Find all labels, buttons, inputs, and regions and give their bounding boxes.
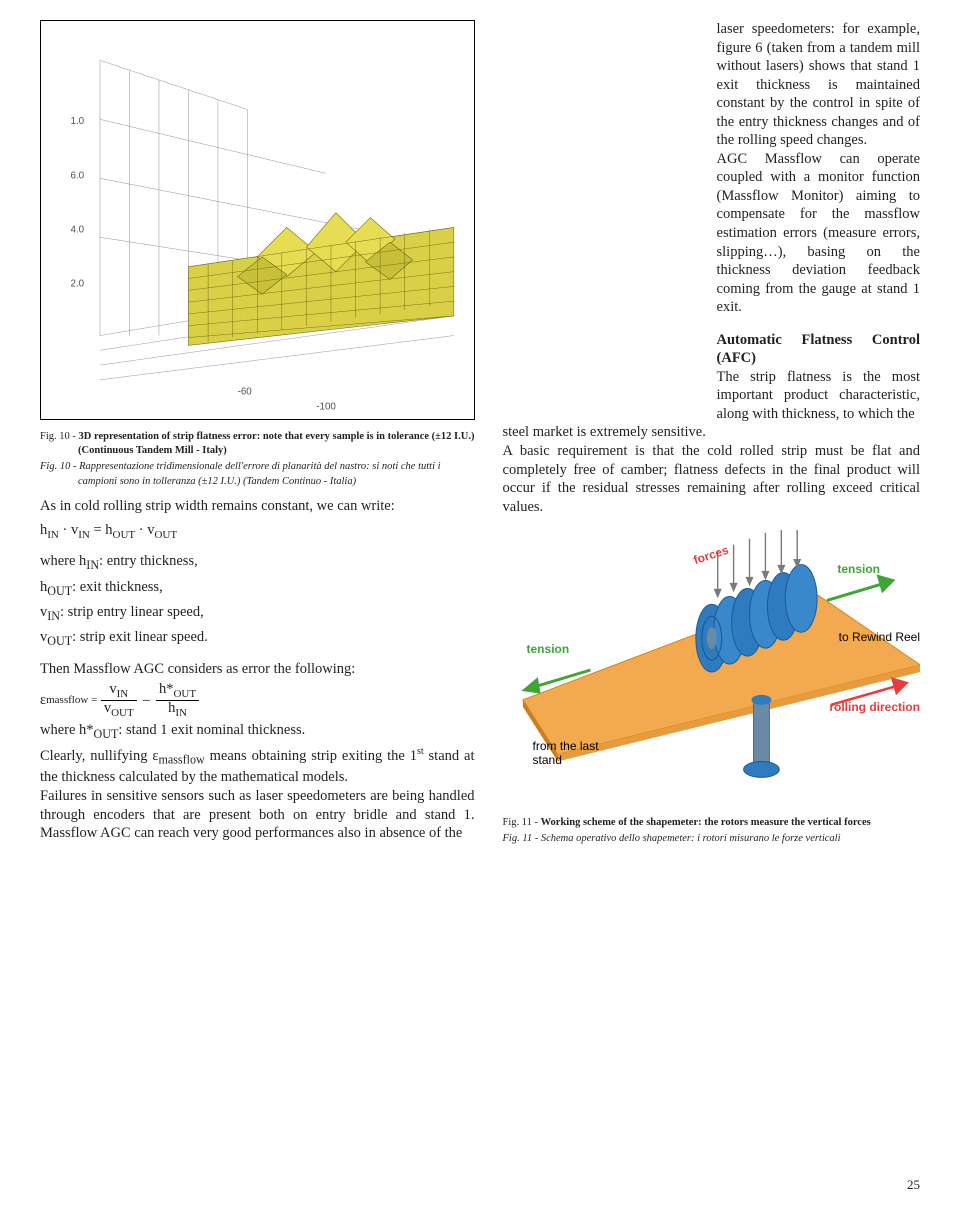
def-vin: vIN: strip entry linear speed, (40, 603, 475, 624)
def-hout: hOUT: exit thickness, (40, 578, 475, 599)
svg-text:-100: -100 (316, 401, 336, 412)
def-hstar: where h*OUT: stand 1 exit nominal thickn… (40, 721, 475, 742)
figure-10-caption-it: Fig. 10 - Rappresentazione tridimensiona… (40, 460, 475, 488)
paragraph-afc-2: A basic requirement is that the cold rol… (503, 442, 920, 516)
def-vout: vOUT: strip exit linear speed. (40, 628, 475, 649)
figure-11-diagram: tension forces tension to Rewind Reel ro… (503, 530, 920, 810)
surface-plot-svg: 1.0 6.0 4.0 2.0 -60 -100 (41, 21, 474, 414)
paragraph-afc-1b: steel market is extremely sensitive. (503, 423, 920, 442)
label-tension-right: tension (837, 562, 880, 576)
heading-afc: Automatic Flatness Control (AFC) (717, 331, 920, 368)
label-tension-left: tension (527, 642, 570, 656)
paragraph-failures: Failures in sensitive sensors such as la… (40, 787, 475, 843)
def-hin: where hIN: entry thickness, (40, 552, 475, 573)
svg-text:1.0: 1.0 (70, 116, 84, 127)
paragraph-intro: As in cold rolling strip width remains c… (40, 497, 475, 516)
paragraph-error: Then Massflow AGC considers as error the… (40, 660, 475, 679)
figure-10-caption-en: Fig. 10 - 3D representation of strip fla… (40, 430, 475, 458)
svg-text:2.0: 2.0 (70, 278, 84, 289)
label-rolling-direction: rolling direction (829, 700, 920, 714)
paragraph-agc: AGC Massflow can operate coupled with a … (717, 150, 920, 317)
mass-conservation-equation: hIN · vIN = hOUT · vOUT (40, 521, 475, 542)
paragraph-nullify: Clearly, nullifying εmassflow means obta… (40, 746, 475, 787)
paragraph-afc-1: The strip flatness is the most important… (717, 368, 920, 424)
svg-text:-60: -60 (238, 387, 253, 398)
svg-text:6.0: 6.0 (70, 170, 84, 181)
paragraph-laser: laser speedometers: for example, figure … (717, 20, 920, 150)
svg-text:4.0: 4.0 (70, 224, 84, 235)
epsilon-equation: εmassflow = vIN vOUT – h*OUT hIN (40, 682, 475, 719)
page-number: 25 (907, 1177, 920, 1193)
figure-11-caption-en: Fig. 11 - Working scheme of the shapemet… (503, 816, 920, 830)
label-to-rewind: to Rewind Reel (839, 630, 920, 644)
figure-10-plot: 1.0 6.0 4.0 2.0 -60 -100 (40, 20, 475, 420)
label-from-last-stand: from the last stand (533, 740, 623, 768)
figure-11-caption-it: Fig. 11 - Schema operativo dello shapeme… (503, 832, 920, 846)
